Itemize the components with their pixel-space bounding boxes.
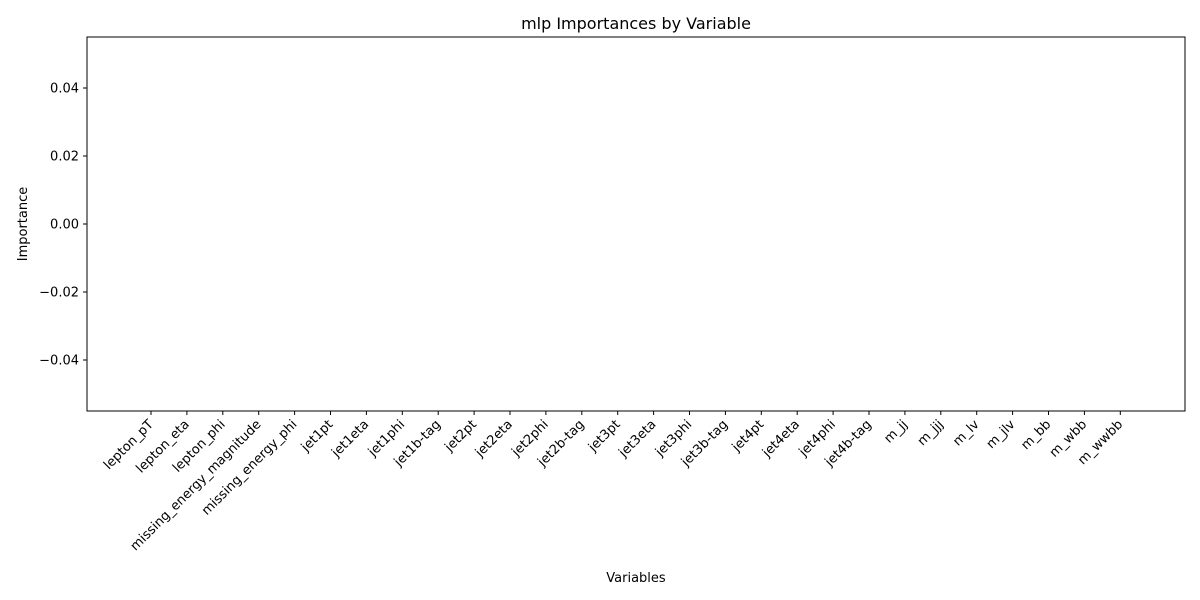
y-tick-label: −0.04	[39, 354, 79, 369]
x-tick-label: jet2eta	[472, 417, 516, 461]
x-tick-label: missing_energy_magnitude	[128, 417, 265, 554]
y-tick-label: 0.00	[50, 218, 79, 233]
x-tick-label: m_jlv	[984, 417, 1019, 452]
y-tick-label: 0.02	[50, 150, 79, 165]
x-axis: lepton_pTlepton_etalepton_phimissing_ene…	[101, 411, 1126, 554]
x-tick-label: m_jjj	[915, 417, 947, 449]
x-tick-label: jet3eta	[616, 417, 660, 461]
y-axis-label: Importance	[16, 187, 31, 262]
y-tick-label: 0.04	[50, 82, 79, 97]
y-axis: −0.04 −0.02 0.00 0.02 0.04	[39, 82, 87, 369]
x-tick-label: m_lv	[950, 417, 982, 449]
x-tick-label: jet1eta	[328, 417, 372, 461]
y-tick-label: −0.02	[39, 286, 79, 301]
x-tick-label: m_jj	[881, 417, 910, 446]
chart-title: mlp Importances by Variable	[521, 14, 751, 33]
plot-frame	[86, 36, 1186, 412]
x-axis-label: Variables	[606, 571, 666, 586]
x-tick-label: jet4eta	[759, 417, 803, 461]
